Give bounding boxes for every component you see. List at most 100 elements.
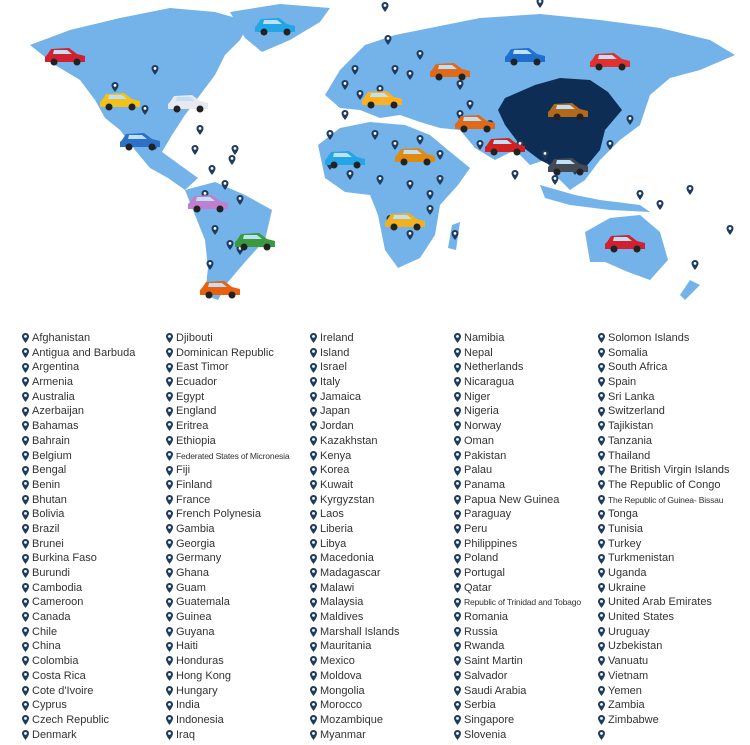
country-list-item[interactable]: Singapore (454, 713, 598, 728)
country-list-item[interactable]: India (166, 698, 310, 713)
country-list-item[interactable]: Moldova (310, 669, 454, 684)
map-pin-icon[interactable] (391, 65, 399, 75)
map-pin-icon[interactable] (391, 140, 399, 150)
country-list-item[interactable]: United Arab Emirates (598, 595, 742, 610)
country-list-item[interactable]: The Republic of Guinea- Bissau (598, 493, 742, 508)
country-list-item[interactable]: Pakistan (454, 449, 598, 464)
map-pin-icon[interactable] (691, 260, 699, 270)
country-list-item[interactable]: Ukraine (598, 581, 742, 596)
north-america[interactable] (30, 8, 250, 190)
country-list-item[interactable]: East Timor (166, 360, 310, 375)
country-list-item[interactable]: Tajikistan (598, 419, 742, 434)
map-pin-icon[interactable] (426, 190, 434, 200)
map-pin-icon[interactable] (726, 225, 734, 235)
map-pin-icon[interactable] (511, 170, 519, 180)
map-pin-icon[interactable] (406, 230, 414, 240)
country-list-item[interactable]: Maldives (310, 610, 454, 625)
country-list-item[interactable]: Italy (310, 375, 454, 390)
map-pin-icon[interactable] (376, 175, 384, 185)
country-list-item[interactable]: Turkmenistan (598, 551, 742, 566)
country-list-item[interactable]: Guinea (166, 610, 310, 625)
country-list-item[interactable]: Honduras (166, 654, 310, 669)
country-list-item[interactable]: Kazakhstan (310, 434, 454, 449)
country-list-item[interactable]: Eritrea (166, 419, 310, 434)
country-list-item[interactable]: Niger (454, 390, 598, 405)
country-list-item[interactable]: Czech Republic (22, 713, 166, 728)
country-list-item[interactable]: Serbia (454, 698, 598, 713)
map-pin-icon[interactable] (541, 150, 549, 160)
country-list-item[interactable] (598, 728, 742, 743)
map-pin-icon[interactable] (226, 240, 234, 250)
country-list-item[interactable]: Laos (310, 507, 454, 522)
country-list-item[interactable]: Djibouti (166, 331, 310, 346)
country-list-item[interactable]: Azerbaijan (22, 404, 166, 419)
country-list-item[interactable]: Peru (454, 522, 598, 537)
map-pin-icon[interactable] (111, 82, 119, 92)
country-list-item[interactable]: Somalia (598, 346, 742, 361)
map-pin-icon[interactable] (406, 180, 414, 190)
indonesia[interactable] (540, 185, 650, 212)
country-list-item[interactable]: Finland (166, 478, 310, 493)
country-list-item[interactable]: Saudi Arabia (454, 684, 598, 699)
country-list-item[interactable]: Tunisia (598, 522, 742, 537)
map-pin-icon[interactable] (686, 185, 694, 195)
country-list-item[interactable]: Malawi (310, 581, 454, 596)
country-list-item[interactable]: Liberia (310, 522, 454, 537)
country-list-item[interactable]: Sri Lanka (598, 390, 742, 405)
country-list-item[interactable]: Brunei (22, 537, 166, 552)
country-list-item[interactable]: Tonga (598, 507, 742, 522)
country-list-item[interactable]: Oman (454, 434, 598, 449)
country-list-item[interactable]: Belgium (22, 449, 166, 464)
country-list-item[interactable]: Indonesia (166, 713, 310, 728)
country-list-item[interactable]: Ethiopia (166, 434, 310, 449)
country-list-item[interactable]: The British Virgin Islands (598, 463, 742, 478)
country-list-item[interactable]: Mauritania (310, 639, 454, 654)
country-list-item[interactable]: United States (598, 610, 742, 625)
map-pin-icon[interactable] (436, 150, 444, 160)
country-list-item[interactable]: Romania (454, 610, 598, 625)
country-list-item[interactable]: Jordan (310, 419, 454, 434)
country-list-item[interactable]: China (22, 639, 166, 654)
country-list-item[interactable]: Uzbekistan (598, 639, 742, 654)
country-list-item[interactable]: Republic of Trinidad and Tobago (454, 595, 598, 610)
map-pin-icon[interactable] (384, 35, 392, 45)
country-list-item[interactable]: Salvador (454, 669, 598, 684)
country-list-item[interactable]: Nepal (454, 346, 598, 361)
country-list-item[interactable]: Poland (454, 551, 598, 566)
country-list-item[interactable]: Panama (454, 478, 598, 493)
country-list-item[interactable]: Madagascar (310, 566, 454, 581)
country-list-item[interactable]: Netherlands (454, 360, 598, 375)
country-list-item[interactable]: Macedonia (310, 551, 454, 566)
country-list-item[interactable]: Zambia (598, 698, 742, 713)
country-list-item[interactable]: Ecuador (166, 375, 310, 390)
country-list-item[interactable]: England (166, 404, 310, 419)
country-list-item[interactable]: Bolivia (22, 507, 166, 522)
country-list-item[interactable]: Mexico (310, 654, 454, 669)
country-list-item[interactable]: Benin (22, 478, 166, 493)
map-pin-icon[interactable] (231, 145, 239, 155)
map-pin-icon[interactable] (381, 2, 389, 12)
country-list-item[interactable]: Armenia (22, 375, 166, 390)
map-pin-icon[interactable] (341, 110, 349, 120)
country-list-item[interactable]: Yemen (598, 684, 742, 699)
map-pin-icon[interactable] (466, 100, 474, 110)
country-list-item[interactable]: Kenya (310, 449, 454, 464)
china-highlighted[interactable] (498, 78, 622, 170)
country-list-item[interactable]: Solomon Islands (598, 331, 742, 346)
country-list-item[interactable]: Island (310, 346, 454, 361)
country-list-item[interactable]: Canada (22, 610, 166, 625)
country-list-item[interactable]: Rwanda (454, 639, 598, 654)
japan[interactable] (622, 92, 640, 130)
country-list-item[interactable]: Afghanistan (22, 331, 166, 346)
country-list-item[interactable]: Ireland (310, 331, 454, 346)
map-pin-icon[interactable] (451, 230, 459, 240)
country-list-item[interactable]: Costa Rica (22, 669, 166, 684)
country-list-item[interactable]: Haiti (166, 639, 310, 654)
country-list-item[interactable]: Brazil (22, 522, 166, 537)
country-list-item[interactable]: Papua New Guinea (454, 493, 598, 508)
map-pin-icon[interactable] (236, 195, 244, 205)
country-list-item[interactable]: Cote d'Ivoire (22, 684, 166, 699)
country-list-item[interactable]: Cameroon (22, 595, 166, 610)
country-list-item[interactable]: Thailand (598, 449, 742, 464)
country-list-item[interactable]: Portugal (454, 566, 598, 581)
